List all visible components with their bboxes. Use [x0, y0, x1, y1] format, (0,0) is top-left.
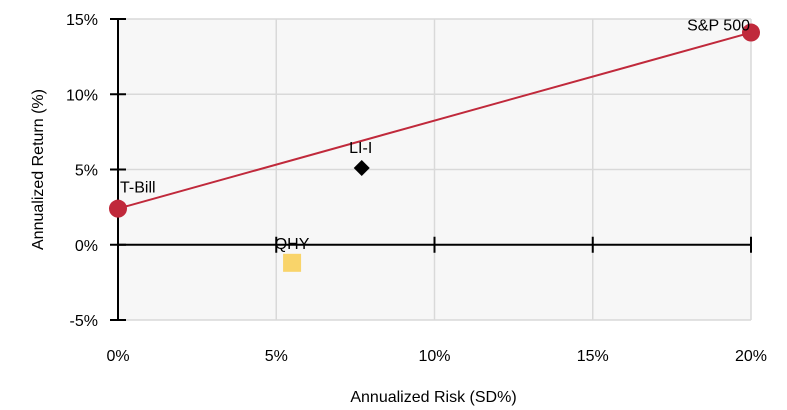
x-axis-title: Annualized Risk (SD%)	[350, 389, 516, 406]
point-marker-s-p-500	[742, 23, 760, 42]
point-s-p-500: S&P 500	[687, 18, 760, 42]
point-t-bill: T-Bill	[109, 180, 156, 218]
y-tick-label-3: 10%	[66, 87, 98, 104]
axes	[110, 18, 752, 321]
y-tick-label-1: 0%	[75, 238, 98, 255]
y-tick-label-2: 5%	[75, 163, 98, 180]
point-qhy: QHY	[275, 236, 310, 272]
point-marker-li-i	[353, 159, 370, 176]
point-label-li-i: LI-I	[349, 140, 372, 157]
point-label-t-bill: T-Bill	[120, 180, 156, 197]
data-points: T-Bill S&P 500 LI-I QHY	[109, 18, 760, 272]
x-tick-label-1: 5%	[265, 348, 288, 365]
tick-labels: 0% 5% 10% 15% 20% -5% 0% 5% 10% 15%	[66, 12, 767, 365]
x-tick-label-4: 20%	[735, 348, 767, 365]
y-tick-label-0: -5%	[70, 313, 98, 330]
capital-market-line-layer	[117, 31, 752, 210]
point-label-qhy: QHY	[275, 236, 310, 253]
point-marker-t-bill	[109, 199, 127, 218]
grid-lines	[118, 18, 752, 321]
x-tick-label-3: 15%	[577, 348, 609, 365]
capital-market-line	[117, 31, 752, 210]
x-tick-label-0: 0%	[106, 348, 129, 365]
point-label-s-p-500: S&P 500	[687, 18, 750, 35]
x-tick-label-2: 10%	[418, 348, 450, 365]
y-axis-title: Annualized Return (%)	[30, 89, 47, 250]
point-marker-qhy	[283, 253, 302, 272]
point-li-i: LI-I	[349, 140, 372, 176]
y-tick-label-4: 15%	[66, 12, 98, 29]
